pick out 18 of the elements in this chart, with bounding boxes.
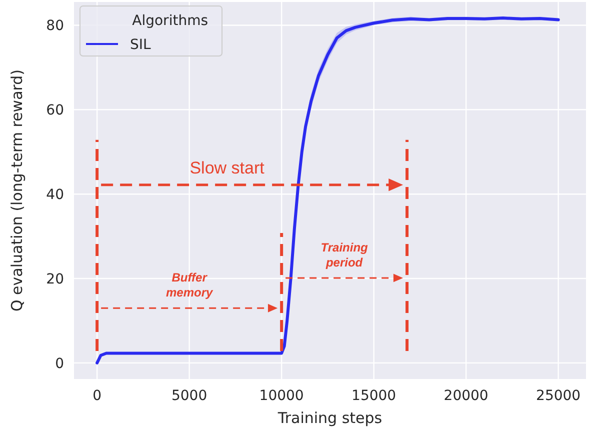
- x-tick-label: 0: [92, 388, 102, 404]
- legend-label: SIL: [130, 37, 152, 53]
- annotation: Training period: [320, 240, 369, 270]
- y-tick-label: 80: [46, 18, 64, 34]
- y-tick-label: 40: [46, 187, 64, 204]
- y-tick-label: 0: [55, 356, 64, 372]
- y-tick-label: 20: [46, 272, 64, 288]
- x-tick-label: 25000: [536, 388, 581, 404]
- annotation: Slow start: [190, 158, 265, 178]
- legend-title: Algorithms: [132, 13, 208, 29]
- x-tick-label: 10000: [259, 388, 304, 404]
- y-axis-title: Q evaluation (long-term reward): [8, 69, 26, 312]
- x-tick-label: 15000: [352, 388, 396, 404]
- x-axis-title: Training steps: [276, 409, 382, 427]
- x-tick-label: 20000: [444, 388, 488, 404]
- x-tick-label: 5000: [171, 388, 208, 404]
- annotation: Buffer memory: [166, 270, 214, 300]
- y-tick-label: 60: [46, 102, 64, 119]
